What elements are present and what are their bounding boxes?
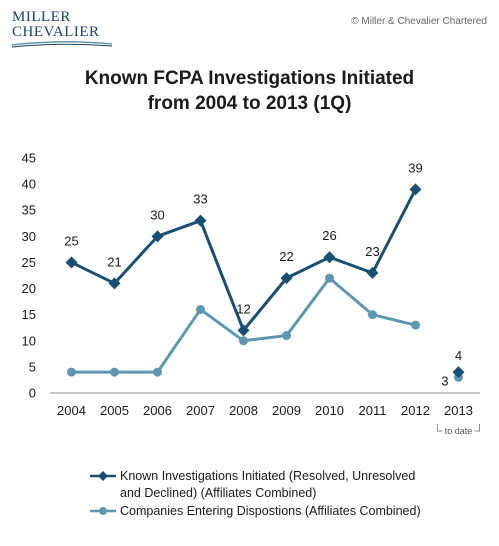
- legend-entry-investigations: Known Investigations Initiated (Resolved…: [90, 468, 490, 502]
- x-tick-label: 2012: [401, 403, 430, 418]
- y-tick-label: 45: [22, 151, 36, 166]
- y-tick-label: 20: [22, 281, 36, 296]
- y-tick-label: 10: [22, 333, 36, 348]
- x-tick-label: 2006: [143, 403, 172, 418]
- data-label: 26: [322, 228, 336, 243]
- y-tick-label: 35: [22, 203, 36, 218]
- data-label: 21: [107, 254, 121, 269]
- y-tick-label: 25: [22, 255, 36, 270]
- data-point-diamond: [280, 272, 293, 285]
- data-point-circle: [239, 336, 248, 346]
- data-point-diamond: [65, 256, 78, 269]
- data-point-circle: [325, 273, 334, 283]
- data-point-diamond: [452, 366, 465, 379]
- x-tick-label: 2008: [229, 403, 258, 418]
- x-tick-label: 2010: [315, 403, 344, 418]
- x-tick-label: 2013: [444, 403, 473, 418]
- legend-swatch-diamond-icon: [90, 471, 116, 481]
- data-label: 4: [455, 348, 462, 363]
- data-point-circle: [153, 367, 162, 377]
- data-label: 12: [236, 301, 250, 316]
- data-label: 30: [150, 207, 164, 222]
- y-tick-label: 15: [22, 307, 36, 322]
- logo-line1: MILLER: [12, 9, 71, 25]
- data-label: 22: [279, 249, 293, 264]
- data-point-circle: [368, 310, 377, 320]
- data-point-diamond: [151, 230, 164, 243]
- chart-title: Known FCPA Investigations Initiated from…: [0, 66, 499, 116]
- y-tick-label: 40: [22, 177, 36, 192]
- legend: Known Investigations Initiated (Resolved…: [90, 468, 490, 521]
- legend-label-dispositions: Companies Entering Dispostions (Affiliat…: [120, 504, 421, 518]
- legend-entry-dispositions: Companies Entering Dispostions (Affiliat…: [90, 503, 490, 520]
- x-tick-label: 2009: [272, 403, 301, 418]
- data-label: 23: [365, 244, 379, 259]
- data-label: 25: [64, 233, 78, 248]
- chart-title-line1: Known FCPA Investigations Initiated: [84, 68, 415, 89]
- data-point-diamond: [409, 183, 422, 196]
- x-category-note: to date: [445, 426, 473, 436]
- x-tick-label: 2007: [186, 403, 215, 418]
- data-point-circle: [67, 367, 76, 377]
- logo-line2: CHEVALIER: [12, 24, 100, 40]
- x-tick-label: 2004: [57, 403, 86, 418]
- legend-label-investigations-line2: and Declined) (Affiliates Combined): [120, 486, 317, 500]
- y-tick-label: 5: [29, 359, 36, 374]
- logo: MILLER CHEVALIER: [12, 10, 112, 48]
- data-point-diamond: [237, 324, 250, 337]
- data-label: 39: [408, 160, 422, 175]
- legend-swatch-circle-icon: [90, 507, 116, 515]
- data-point-circle: [282, 331, 291, 341]
- data-label: 33: [193, 192, 207, 207]
- data-label: 3: [441, 373, 448, 388]
- copyright: © Miller & Chevalier Chartered: [351, 16, 487, 27]
- data-point-diamond: [323, 251, 336, 264]
- data-point-circle: [196, 304, 205, 314]
- x-tick-label: 2005: [100, 403, 129, 418]
- to-date-bracket: [437, 424, 480, 432]
- data-point-diamond: [366, 266, 379, 279]
- legend-label-investigations-line1: Known Investigations Initiated (Resolved…: [120, 469, 416, 483]
- x-tick-label: 2011: [359, 403, 387, 418]
- chart-title-line2: from 2004 to 2013 (1Q): [147, 93, 352, 114]
- data-point-diamond: [108, 277, 121, 290]
- logo-swoosh-icon: [12, 40, 112, 48]
- data-point-circle: [110, 367, 119, 377]
- data-point-diamond: [194, 214, 207, 227]
- data-point-circle: [411, 320, 420, 330]
- y-tick-label: 30: [22, 229, 36, 244]
- y-tick-label: 0: [29, 386, 36, 401]
